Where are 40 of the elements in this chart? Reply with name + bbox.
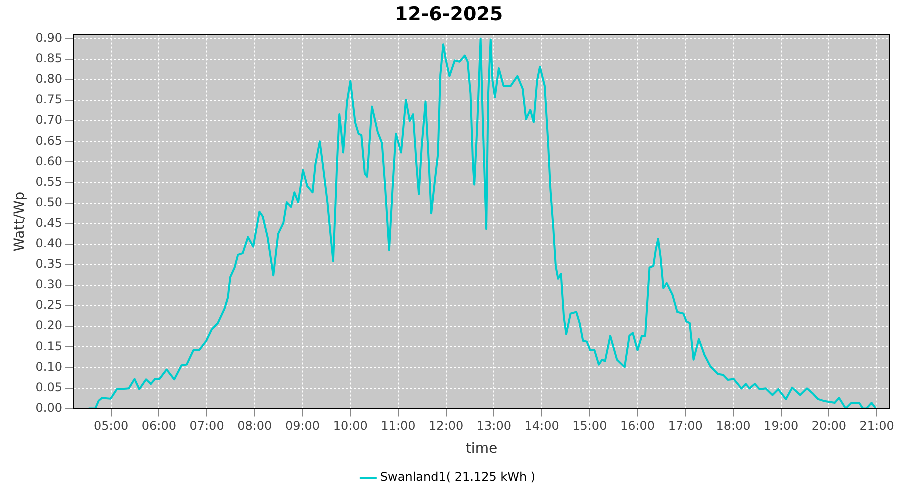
x-tick-label: 19:00 <box>764 419 799 434</box>
y-tick-label: 0.25 <box>36 298 63 312</box>
y-tick-label: 0.55 <box>36 174 63 189</box>
chart-title: 12-6-2025 <box>394 3 504 26</box>
y-tick-label: 0.20 <box>36 318 63 333</box>
x-tick-label: 17:00 <box>668 419 703 434</box>
y-tick-label: 0.05 <box>36 380 63 394</box>
y-tick-label: 0.50 <box>36 195 63 210</box>
y-tick-label: 0.90 <box>36 31 63 46</box>
legend-label: Swanland1( 21.125 kWh ) <box>380 470 536 484</box>
x-tick-label: 05:00 <box>94 419 129 434</box>
x-tick-label: 16:00 <box>620 419 656 434</box>
x-axis-title: time <box>466 441 498 458</box>
x-tick-label: 21:00 <box>860 419 894 434</box>
y-axis-title: Watt/Wp <box>12 192 28 252</box>
y-tick-label: 0.70 <box>36 113 63 128</box>
y-tick-label: 0.65 <box>36 134 63 148</box>
x-tick-label: 09:00 <box>285 419 320 434</box>
x-tick-label: 10:00 <box>333 419 368 434</box>
y-tick-label: 0.85 <box>36 52 63 66</box>
y-tick-label: 0.00 <box>36 400 63 415</box>
y-tick-label: 0.40 <box>36 236 63 251</box>
x-tick-label: 12:00 <box>429 419 464 434</box>
x-tick-label: 20:00 <box>812 419 847 434</box>
y-tick-label: 0.45 <box>36 216 63 230</box>
x-tick-label: 08:00 <box>238 419 272 434</box>
y-tick-label: 0.30 <box>36 278 63 292</box>
x-tick-label: 18:00 <box>716 419 751 434</box>
y-tick-label: 0.75 <box>36 92 63 107</box>
x-tick-label: 13:00 <box>476 419 512 434</box>
y-tick-label: 0.60 <box>36 154 63 168</box>
y-tick-label: 0.80 <box>36 72 63 86</box>
x-tick-label: 11:00 <box>381 419 416 434</box>
x-tick-label: 14:00 <box>524 419 560 434</box>
x-tick-label: 07:00 <box>190 419 224 434</box>
x-tick-label: 06:00 <box>142 419 176 434</box>
y-tick-label: 0.10 <box>36 360 63 374</box>
y-tick-label: 0.15 <box>36 339 63 354</box>
y-tick-label: 0.35 <box>36 257 63 272</box>
x-tick-label: 15:00 <box>572 419 608 434</box>
